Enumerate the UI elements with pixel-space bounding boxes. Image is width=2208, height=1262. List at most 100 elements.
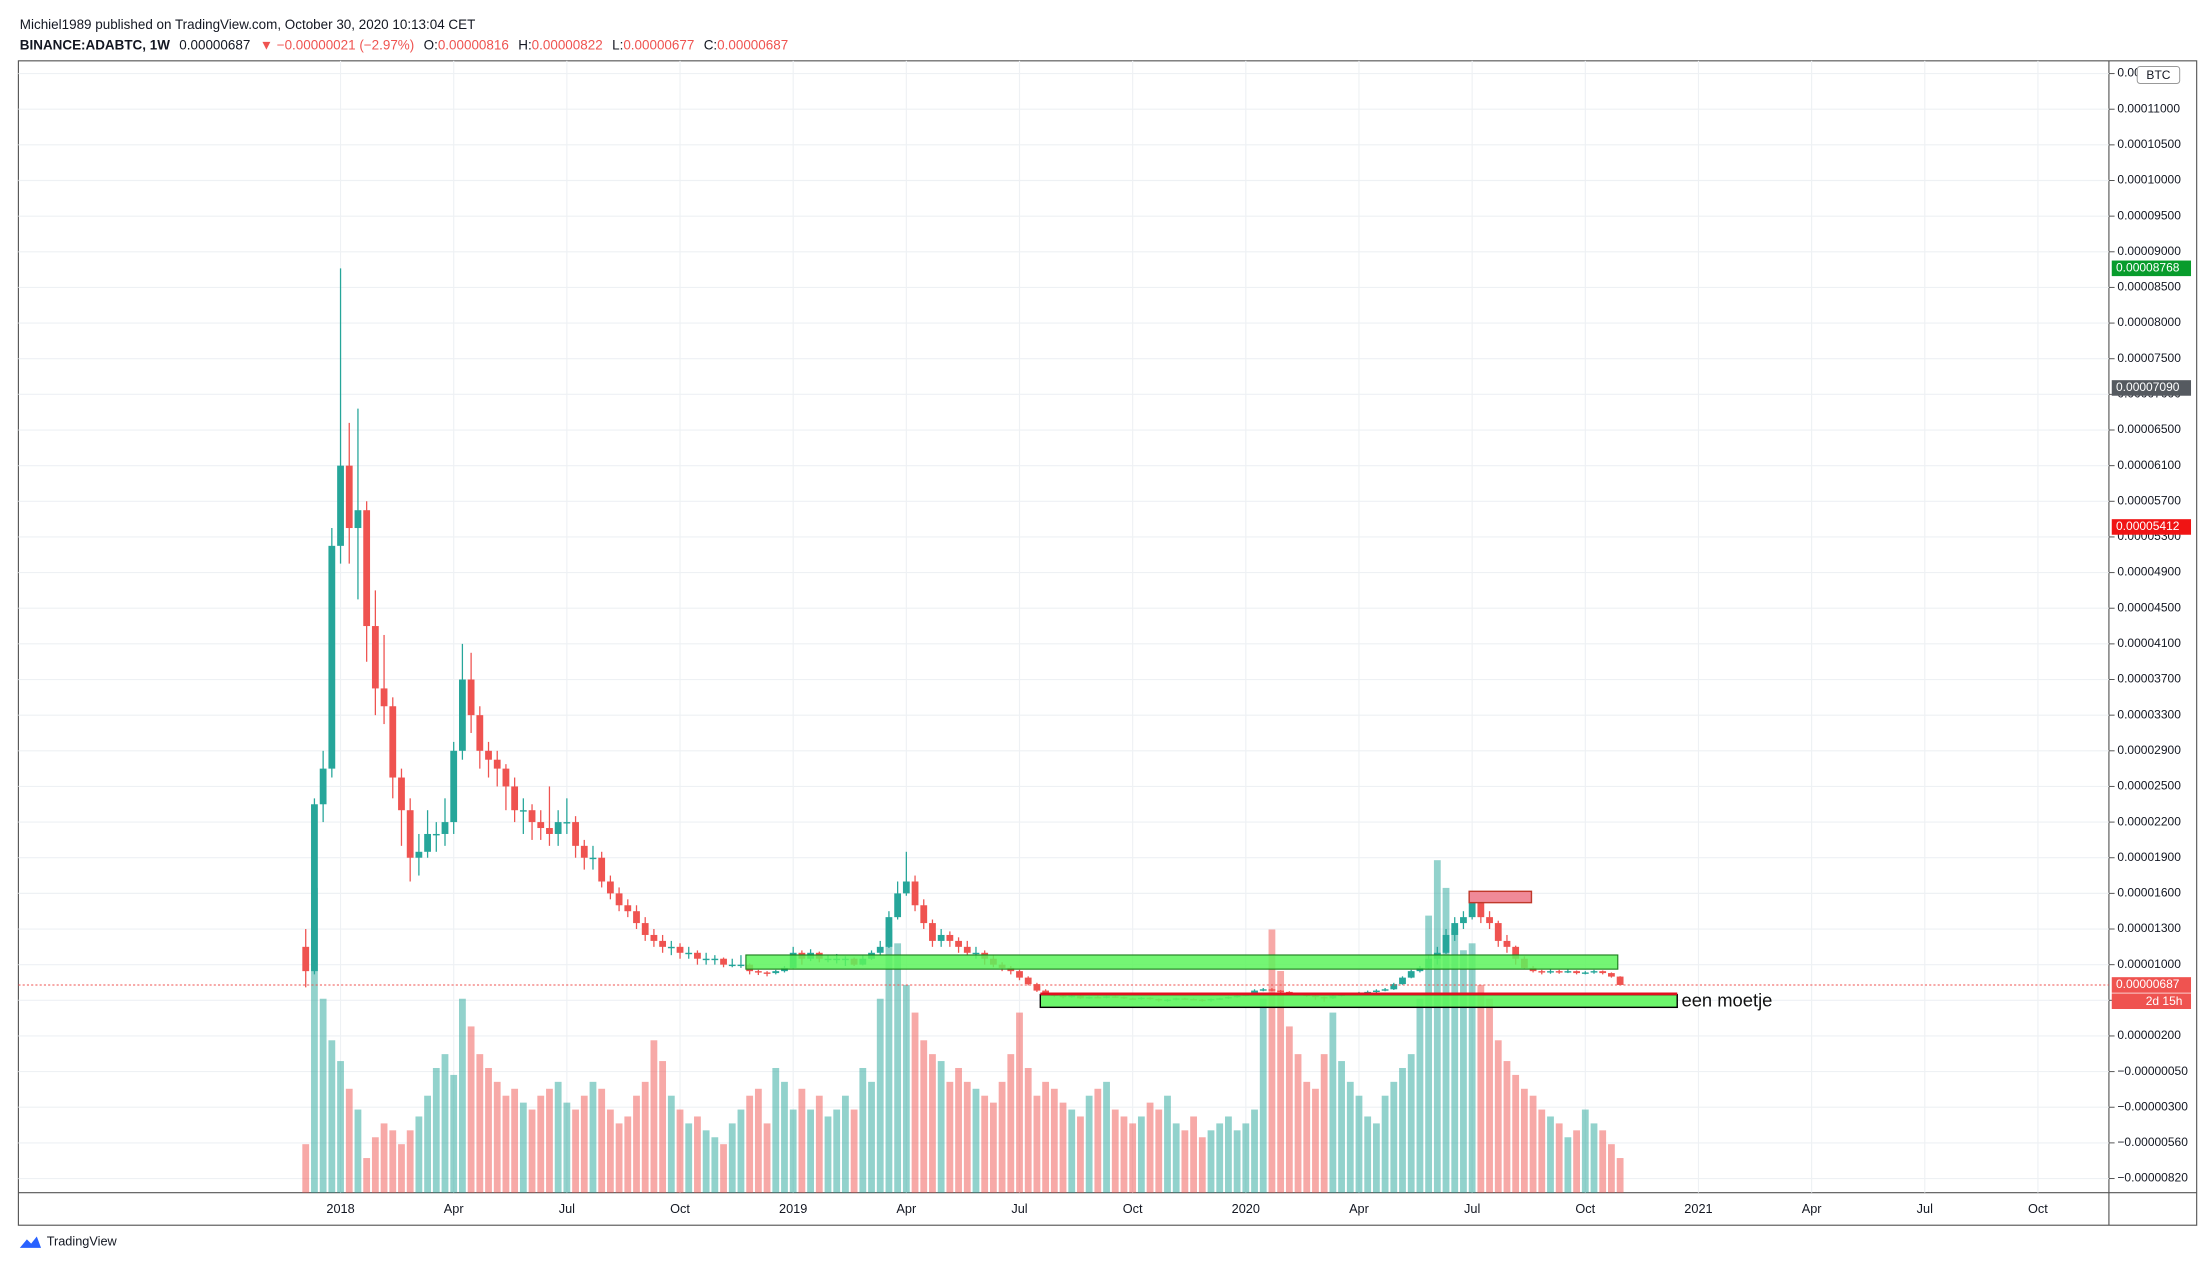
- candle-body: [1468, 899, 1476, 918]
- candle-body: [1477, 899, 1485, 918]
- candle-body: [1573, 971, 1580, 974]
- volume-bar: [815, 1095, 823, 1193]
- candle-body: [1024, 977, 1032, 985]
- support-zone: [1039, 993, 1678, 1009]
- volume-bar: [911, 1012, 919, 1193]
- candle-body: [894, 893, 902, 918]
- x-tick-label: Oct: [670, 1201, 690, 1216]
- candle-body: [580, 845, 588, 858]
- volume-bar: [537, 1095, 545, 1193]
- ohlc-value: 0.00000816: [438, 37, 509, 52]
- volume-bar: [989, 1102, 997, 1193]
- volume-bar: [1077, 1116, 1084, 1193]
- candle-body: [754, 971, 762, 973]
- volume-bar: [720, 1144, 727, 1193]
- candle-body: [937, 934, 945, 941]
- y-tick-label: 0.00007500: [2117, 351, 2181, 365]
- candle-body: [624, 905, 632, 912]
- y-tick-label: 0.00008000: [2117, 315, 2181, 329]
- candle-body: [1590, 971, 1598, 973]
- candle-body: [1616, 976, 1624, 985]
- volume-bar: [1164, 1095, 1171, 1193]
- volume-bar: [380, 1123, 388, 1193]
- volume-bar: [606, 1109, 614, 1193]
- ohlc-value: 0.00000677: [623, 37, 694, 52]
- volume-bar: [676, 1109, 684, 1193]
- candle-body: [589, 857, 597, 860]
- volume-bar: [728, 1123, 736, 1193]
- candle-body: [302, 946, 310, 972]
- candle-body: [1608, 973, 1615, 977]
- volume-bar: [589, 1081, 597, 1193]
- x-tick-label: 2018: [326, 1201, 354, 1216]
- candle-body: [955, 940, 962, 947]
- countdown: 2d 15h: [2146, 994, 2183, 1008]
- candle-body: [972, 952, 980, 955]
- volume-bar: [1520, 1088, 1528, 1193]
- y-tick-label: 0.00001000: [2117, 957, 2181, 971]
- volume-bar: [685, 1123, 693, 1193]
- y-tick-label: 0.00001300: [2117, 921, 2181, 935]
- volume-bar: [972, 1088, 980, 1193]
- volume-bar: [1433, 860, 1441, 1193]
- candle-body: [598, 857, 606, 882]
- volume-bar: [1503, 1061, 1511, 1193]
- volume-bar: [554, 1081, 562, 1193]
- volume-bar: [998, 1081, 1006, 1193]
- x-tick-label: 2021: [1684, 1201, 1712, 1216]
- x-tick-label: Jul: [1011, 1201, 1027, 1216]
- volume-bar: [580, 1095, 588, 1193]
- volume-bar: [1608, 1144, 1615, 1193]
- x-tick-label: Oct: [1575, 1201, 1595, 1216]
- volume-bar: [1094, 1088, 1102, 1193]
- candle-body: [902, 881, 910, 894]
- volume-bar: [328, 1040, 336, 1193]
- symbol-line: BINANCE:ADABTC, 1W 0.00000687 ▼ −0.00000…: [20, 37, 788, 52]
- volume-bar: [476, 1054, 484, 1193]
- candle-body: [511, 786, 519, 811]
- candle-body: [737, 964, 745, 967]
- volume-bar: [781, 1081, 788, 1193]
- volume-bar: [1581, 1109, 1589, 1193]
- volume-bar: [311, 887, 318, 1193]
- y-tick-label: −0.00000820: [2117, 1171, 2188, 1185]
- x-tick-label: 2020: [1232, 1201, 1260, 1216]
- header: Michiel1989 published on TradingView.com…: [20, 17, 788, 52]
- volume-bar: [1277, 971, 1285, 1193]
- volume-bar: [1181, 1130, 1189, 1193]
- volume-bar: [354, 1109, 362, 1193]
- volume-bar: [1172, 1123, 1180, 1193]
- volume-bar: [1460, 950, 1467, 1193]
- candle-body: [398, 777, 405, 811]
- candle-body: [1460, 917, 1467, 924]
- volume-bar: [1042, 1081, 1050, 1193]
- volume-bar: [1355, 1095, 1363, 1193]
- candle-body: [885, 917, 893, 947]
- volume-bar: [1599, 1130, 1607, 1193]
- volume-bar: [467, 1026, 475, 1193]
- candle-body: [1277, 990, 1285, 993]
- price-badge: [2111, 380, 2192, 396]
- ohlc-key: O:: [424, 37, 438, 52]
- x-tick-label: Oct: [2028, 1201, 2048, 1216]
- candle-body: [929, 923, 936, 941]
- volume-bar: [528, 1109, 536, 1193]
- volume-bar: [1451, 929, 1459, 1193]
- candle-body: [1390, 984, 1398, 990]
- volume-bar: [1129, 1123, 1137, 1193]
- candle-body: [1599, 971, 1607, 974]
- volume-bar: [1016, 1012, 1023, 1193]
- volume-bar: [1059, 1102, 1067, 1193]
- candle-body: [476, 715, 484, 751]
- price-badge: [2111, 977, 2192, 993]
- y-tick-label: 0.00010000: [2117, 173, 2181, 187]
- candle-body: [537, 822, 545, 829]
- candle-body: [432, 833, 440, 836]
- candle-body: [328, 545, 336, 769]
- candle-body: [563, 822, 571, 824]
- volume-bar: [659, 1061, 667, 1193]
- volume-bar: [1416, 998, 1424, 1193]
- volume-bar: [319, 998, 327, 1193]
- volume-bar: [1137, 1116, 1145, 1193]
